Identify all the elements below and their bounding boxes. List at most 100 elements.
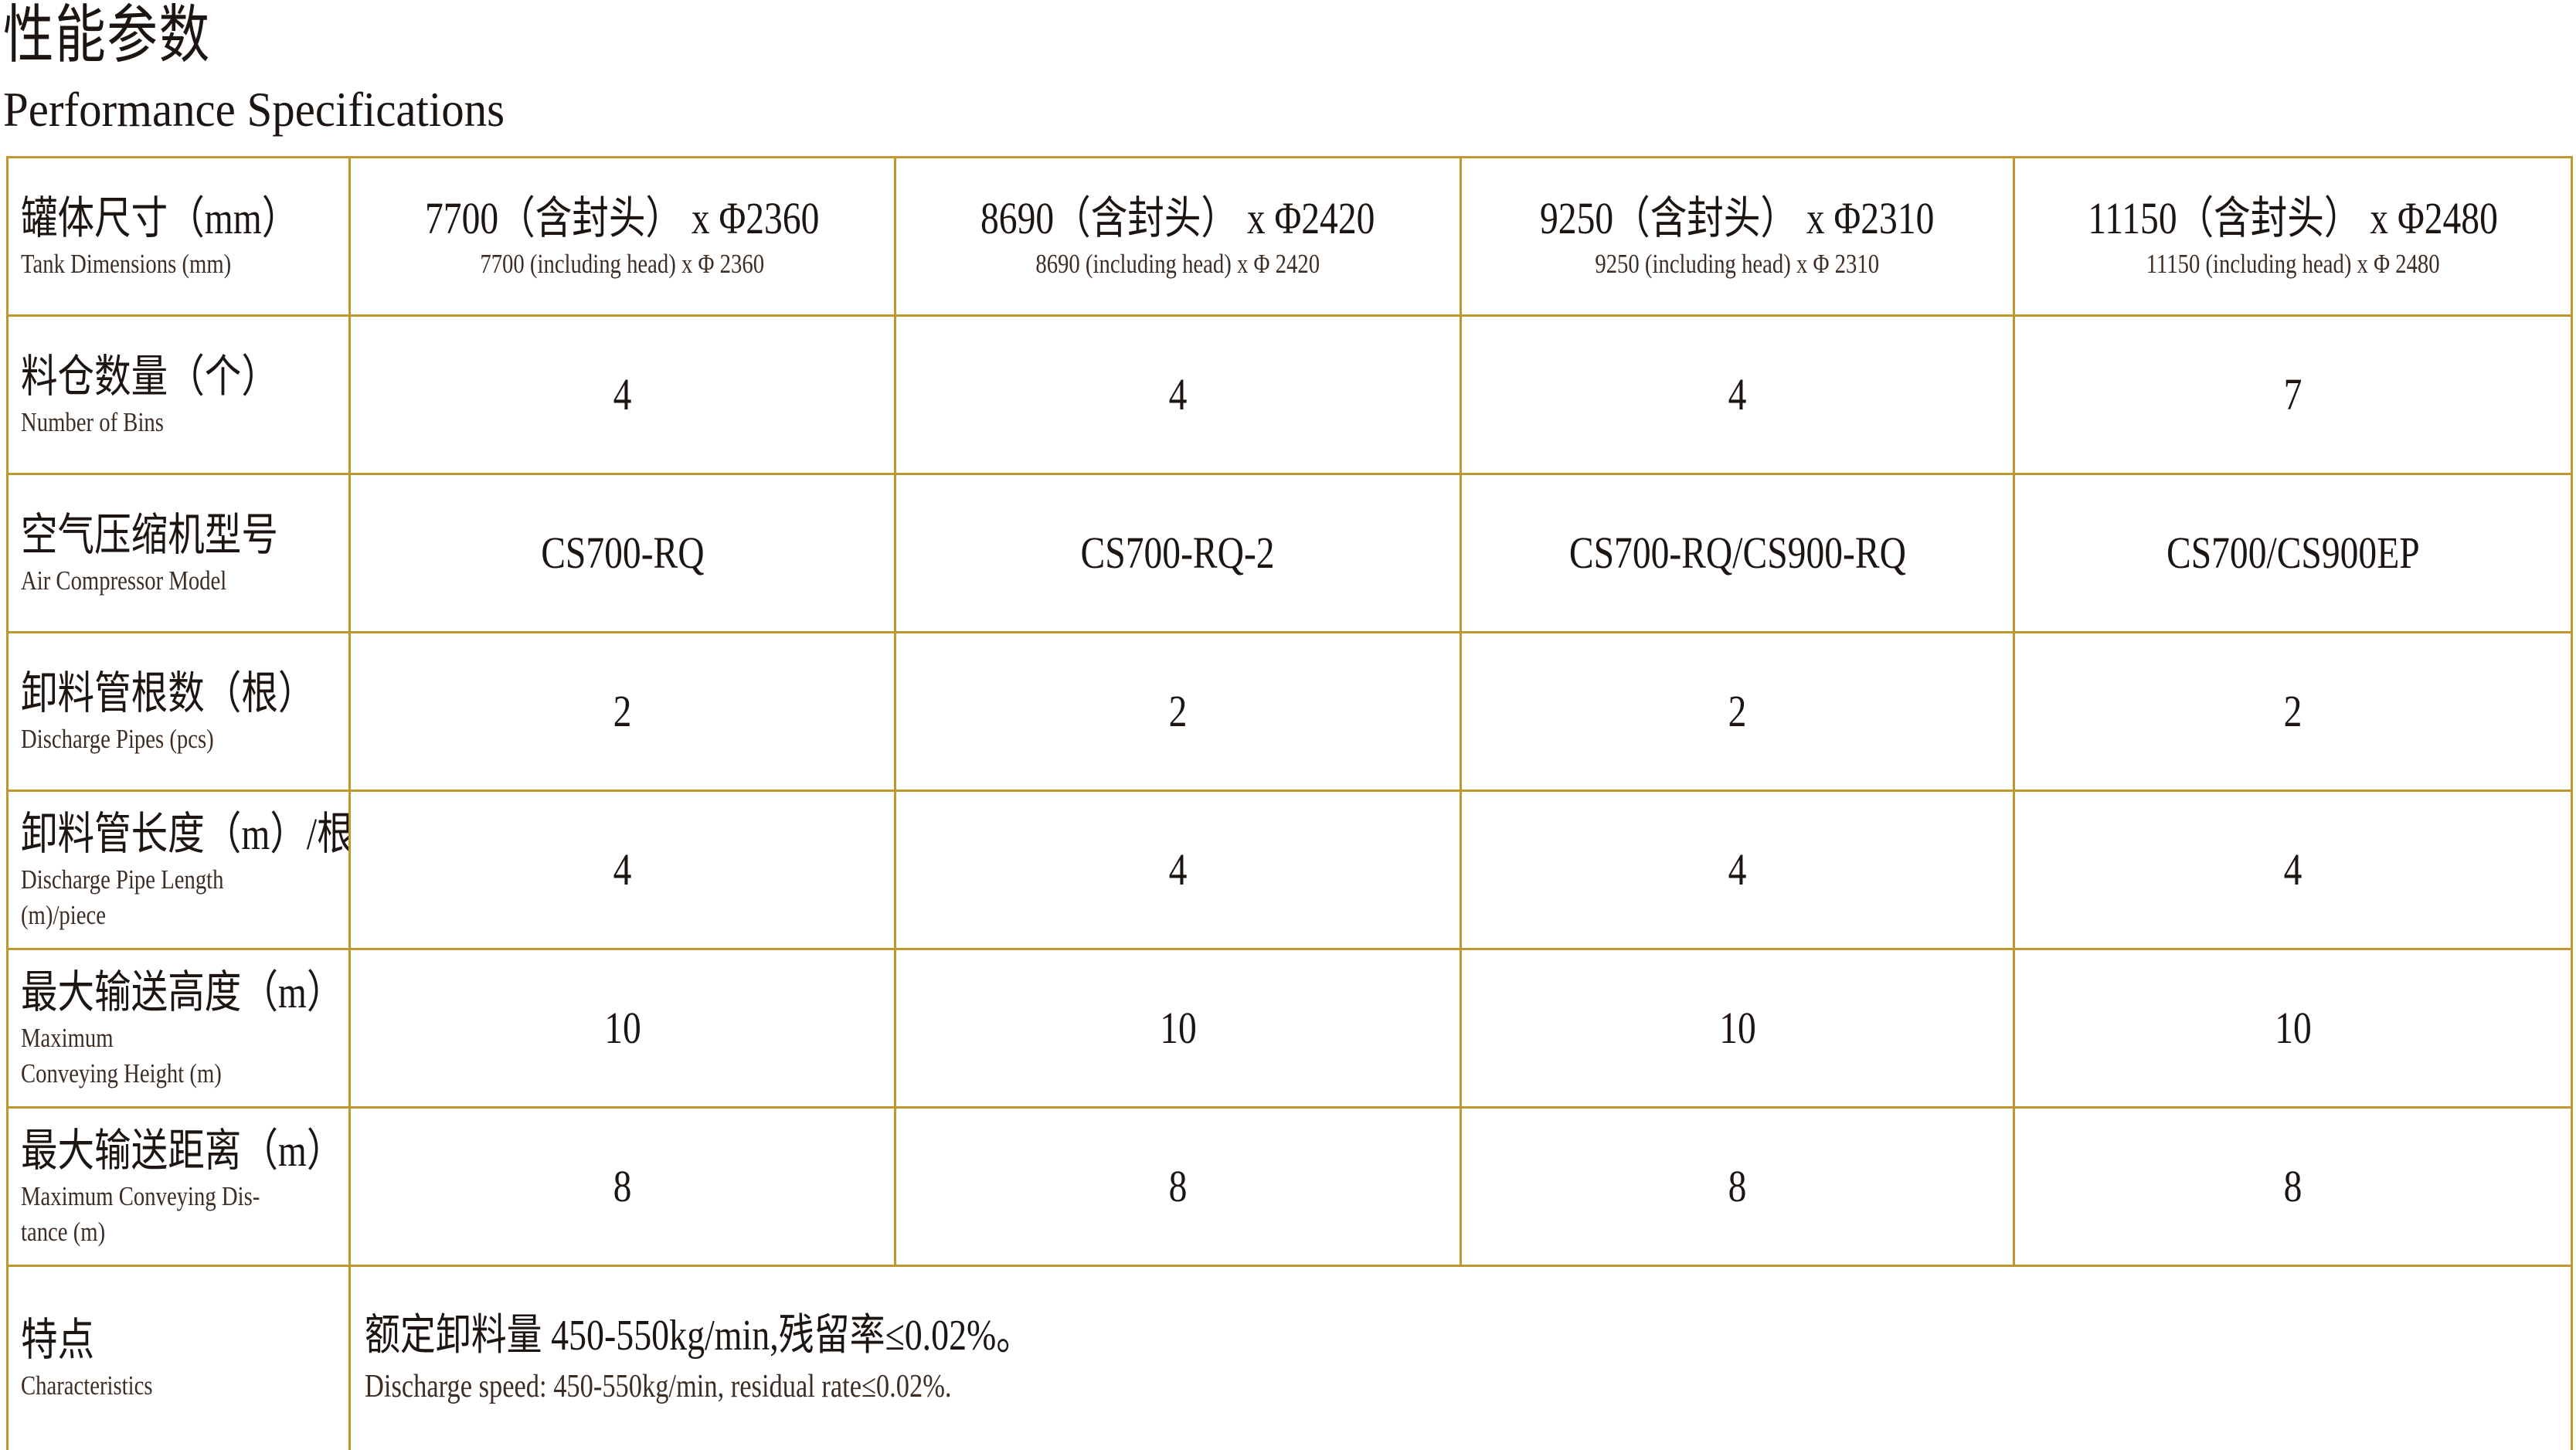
distance-col4: 8 <box>2013 1106 2573 1267</box>
cell-value: 8 <box>613 1161 632 1211</box>
pipe-length-col2: 4 <box>894 790 1462 950</box>
row-label-en: Discharge Pipe Length (m)/piece <box>21 864 224 930</box>
page-title: 性能参数 <box>3 0 211 70</box>
cell-value: 2 <box>2283 686 2302 736</box>
table-row-max-conveying-height: 最大输送高度（m） Maximum Conveying Height (m) 1… <box>6 948 2573 1109</box>
cell-value: 10 <box>2274 1003 2312 1053</box>
row-label-discharge-pipes: 卸料管根数（根） Discharge Pipes (pcs) <box>6 631 351 792</box>
cell-value-cn: 11150（含封头） x Φ2480 <box>2088 193 2498 243</box>
cell-value: 4 <box>2283 844 2302 895</box>
cell-value: 10 <box>1718 1003 1756 1053</box>
row-label-air-compressor-model: 空气压缩机型号 Air Compressor Model <box>6 473 351 633</box>
cell-value-en: 11150 (including head) x Φ 2480 <box>2146 249 2440 279</box>
cell-value-en: 9250 (including head) x Φ 2310 <box>1595 249 1880 279</box>
pipe-length-col1: 4 <box>348 790 896 950</box>
pipes-col4: 2 <box>2013 631 2573 792</box>
cell-value-en: 7700 (including head) x Φ 2360 <box>480 249 765 279</box>
row-label-en: Maximum Conveying Height (m) <box>21 1023 222 1088</box>
pipe-length-col4: 4 <box>2013 790 2573 950</box>
cell-value: 8 <box>2283 1161 2302 1211</box>
row-label-number-of-bins: 料仓数量（个） Number of Bins <box>6 314 351 475</box>
row-label-en: Air Compressor Model <box>21 565 227 596</box>
pipe-length-col3: 4 <box>1460 790 2015 950</box>
cell-value: 4 <box>1728 844 1747 895</box>
cell-value-cn: 7700（含封头） x Φ2360 <box>425 193 820 243</box>
cell-value: CS700-RQ-2 <box>1080 528 1276 578</box>
row-label-max-conveying-height: 最大输送高度（m） Maximum Conveying Height (m) <box>6 948 351 1109</box>
tank-dimensions-col3: 9250（含封头） x Φ2310 9250 (including head) … <box>1460 156 2015 317</box>
bins-col3: 4 <box>1460 314 2015 475</box>
table-row-number-of-bins: 料仓数量（个） Number of Bins 4 4 4 7 <box>6 314 2573 475</box>
row-label-cn: 卸料管长度（m）/根 <box>21 809 350 859</box>
height-col1: 10 <box>348 948 896 1109</box>
compressor-col2: CS700-RQ-2 <box>894 473 1462 633</box>
row-label-tank-dimensions: 罐体尺寸（mm） Tank Dimensions (mm) <box>6 156 351 317</box>
row-label-cn: 特点 <box>21 1315 95 1366</box>
distance-col2: 8 <box>894 1106 1462 1267</box>
row-label-cn: 空气压缩机型号 <box>21 510 278 560</box>
table-row-characteristics: 特点 Characteristics 额定卸料量 450-550kg/min,残… <box>6 1265 2573 1450</box>
row-label-max-conveying-distance: 最大输送距离（m） Maximum Conveying Dis- tance (… <box>6 1106 351 1267</box>
cell-value: 2 <box>613 686 632 736</box>
spec-table-wrapper: 罐体尺寸（mm） Tank Dimensions (mm) 7700（含封头） … <box>6 156 2573 1450</box>
row-label-cn: 卸料管根数（根） <box>21 668 315 718</box>
distance-col1: 8 <box>348 1106 896 1267</box>
compressor-col1: CS700-RQ <box>348 473 896 633</box>
height-col2: 10 <box>894 948 1462 1109</box>
row-label-cn: 罐体尺寸（mm） <box>21 193 299 243</box>
tank-dimensions-col1: 7700（含封头） x Φ2360 7700 (including head) … <box>348 156 896 317</box>
cell-value: 8 <box>1728 1161 1747 1211</box>
cell-value: 4 <box>1728 369 1747 419</box>
performance-spec-table: 罐体尺寸（mm） Tank Dimensions (mm) 7700（含封头） … <box>6 156 2573 1450</box>
row-label-cn: 最大输送高度（m） <box>21 967 344 1017</box>
cell-value: 2 <box>1728 686 1747 736</box>
cell-value: 8 <box>1168 1161 1188 1211</box>
tank-dimensions-col2: 8690（含封头） x Φ2420 8690 (including head) … <box>894 156 1462 317</box>
cell-value: 4 <box>613 369 632 419</box>
row-label-en: Discharge Pipes (pcs) <box>21 724 214 754</box>
compressor-col4: CS700/CS900EP <box>2013 473 2573 633</box>
cell-value: CS700-RQ/CS900-RQ <box>1568 528 1906 578</box>
table-row-discharge-pipe-length: 卸料管长度（m）/根 Discharge Pipe Length (m)/pie… <box>6 790 2573 950</box>
page-subtitle: Performance Specifications <box>3 82 505 137</box>
cell-value: CS700-RQ <box>540 528 705 578</box>
row-label-cn: 最大输送距离（m） <box>21 1126 344 1176</box>
page-header: 性能参数 Performance Specifications <box>0 0 2576 136</box>
row-label-en: Maximum Conveying Dis- tance (m) <box>21 1181 260 1247</box>
height-col3: 10 <box>1460 948 2015 1109</box>
cell-value-en: 8690 (including head) x Φ 2420 <box>1035 249 1320 279</box>
distance-col3: 8 <box>1460 1106 2015 1267</box>
row-label-cn: 料仓数量（个） <box>21 351 278 402</box>
pipes-col3: 2 <box>1460 631 2015 792</box>
cell-value-cn: 8690（含封头） x Φ2420 <box>980 193 1375 243</box>
cell-value: CS700/CS900EP <box>2166 528 2420 578</box>
table-row-tank-dimensions: 罐体尺寸（mm） Tank Dimensions (mm) 7700（含封头） … <box>6 156 2573 317</box>
table-row-discharge-pipes: 卸料管根数（根） Discharge Pipes (pcs) 2 2 2 2 <box>6 631 2573 792</box>
row-label-en: Number of Bins <box>21 407 164 437</box>
cell-value-cn: 9250（含封头） x Φ2310 <box>1540 193 1935 243</box>
bins-col1: 4 <box>348 314 896 475</box>
pipes-col1: 2 <box>348 631 896 792</box>
height-col4: 10 <box>2013 948 2573 1109</box>
characteristics-cn: 额定卸料量 450-550kg/min,残留率≤0.02%。 <box>365 1312 1032 1360</box>
row-label-discharge-pipe-length: 卸料管长度（m）/根 Discharge Pipe Length (m)/pie… <box>6 790 351 950</box>
cell-value: 4 <box>1168 369 1188 419</box>
bins-col4: 7 <box>2013 314 2573 475</box>
row-label-characteristics: 特点 Characteristics <box>6 1265 351 1450</box>
cell-value: 4 <box>613 844 632 895</box>
table-row-air-compressor-model: 空气压缩机型号 Air Compressor Model CS700-RQ CS… <box>6 473 2573 633</box>
characteristics-value-cell: 额定卸料量 450-550kg/min,残留率≤0.02%。 Discharge… <box>348 1265 2573 1450</box>
cell-value: 7 <box>2283 369 2302 419</box>
characteristics-en: Discharge speed: 450-550kg/min, residual… <box>365 1369 952 1405</box>
row-label-en: Tank Dimensions (mm) <box>21 249 232 279</box>
cell-value: 10 <box>603 1003 641 1053</box>
row-label-en: Characteristics <box>21 1370 153 1401</box>
table-row-max-conveying-distance: 最大输送距离（m） Maximum Conveying Dis- tance (… <box>6 1106 2573 1267</box>
cell-value: 2 <box>1168 686 1188 736</box>
pipes-col2: 2 <box>894 631 1462 792</box>
bins-col2: 4 <box>894 314 1462 475</box>
cell-value: 4 <box>1168 844 1188 895</box>
tank-dimensions-col4: 11150（含封头） x Φ2480 11150 (including head… <box>2013 156 2573 317</box>
cell-value: 10 <box>1159 1003 1197 1053</box>
